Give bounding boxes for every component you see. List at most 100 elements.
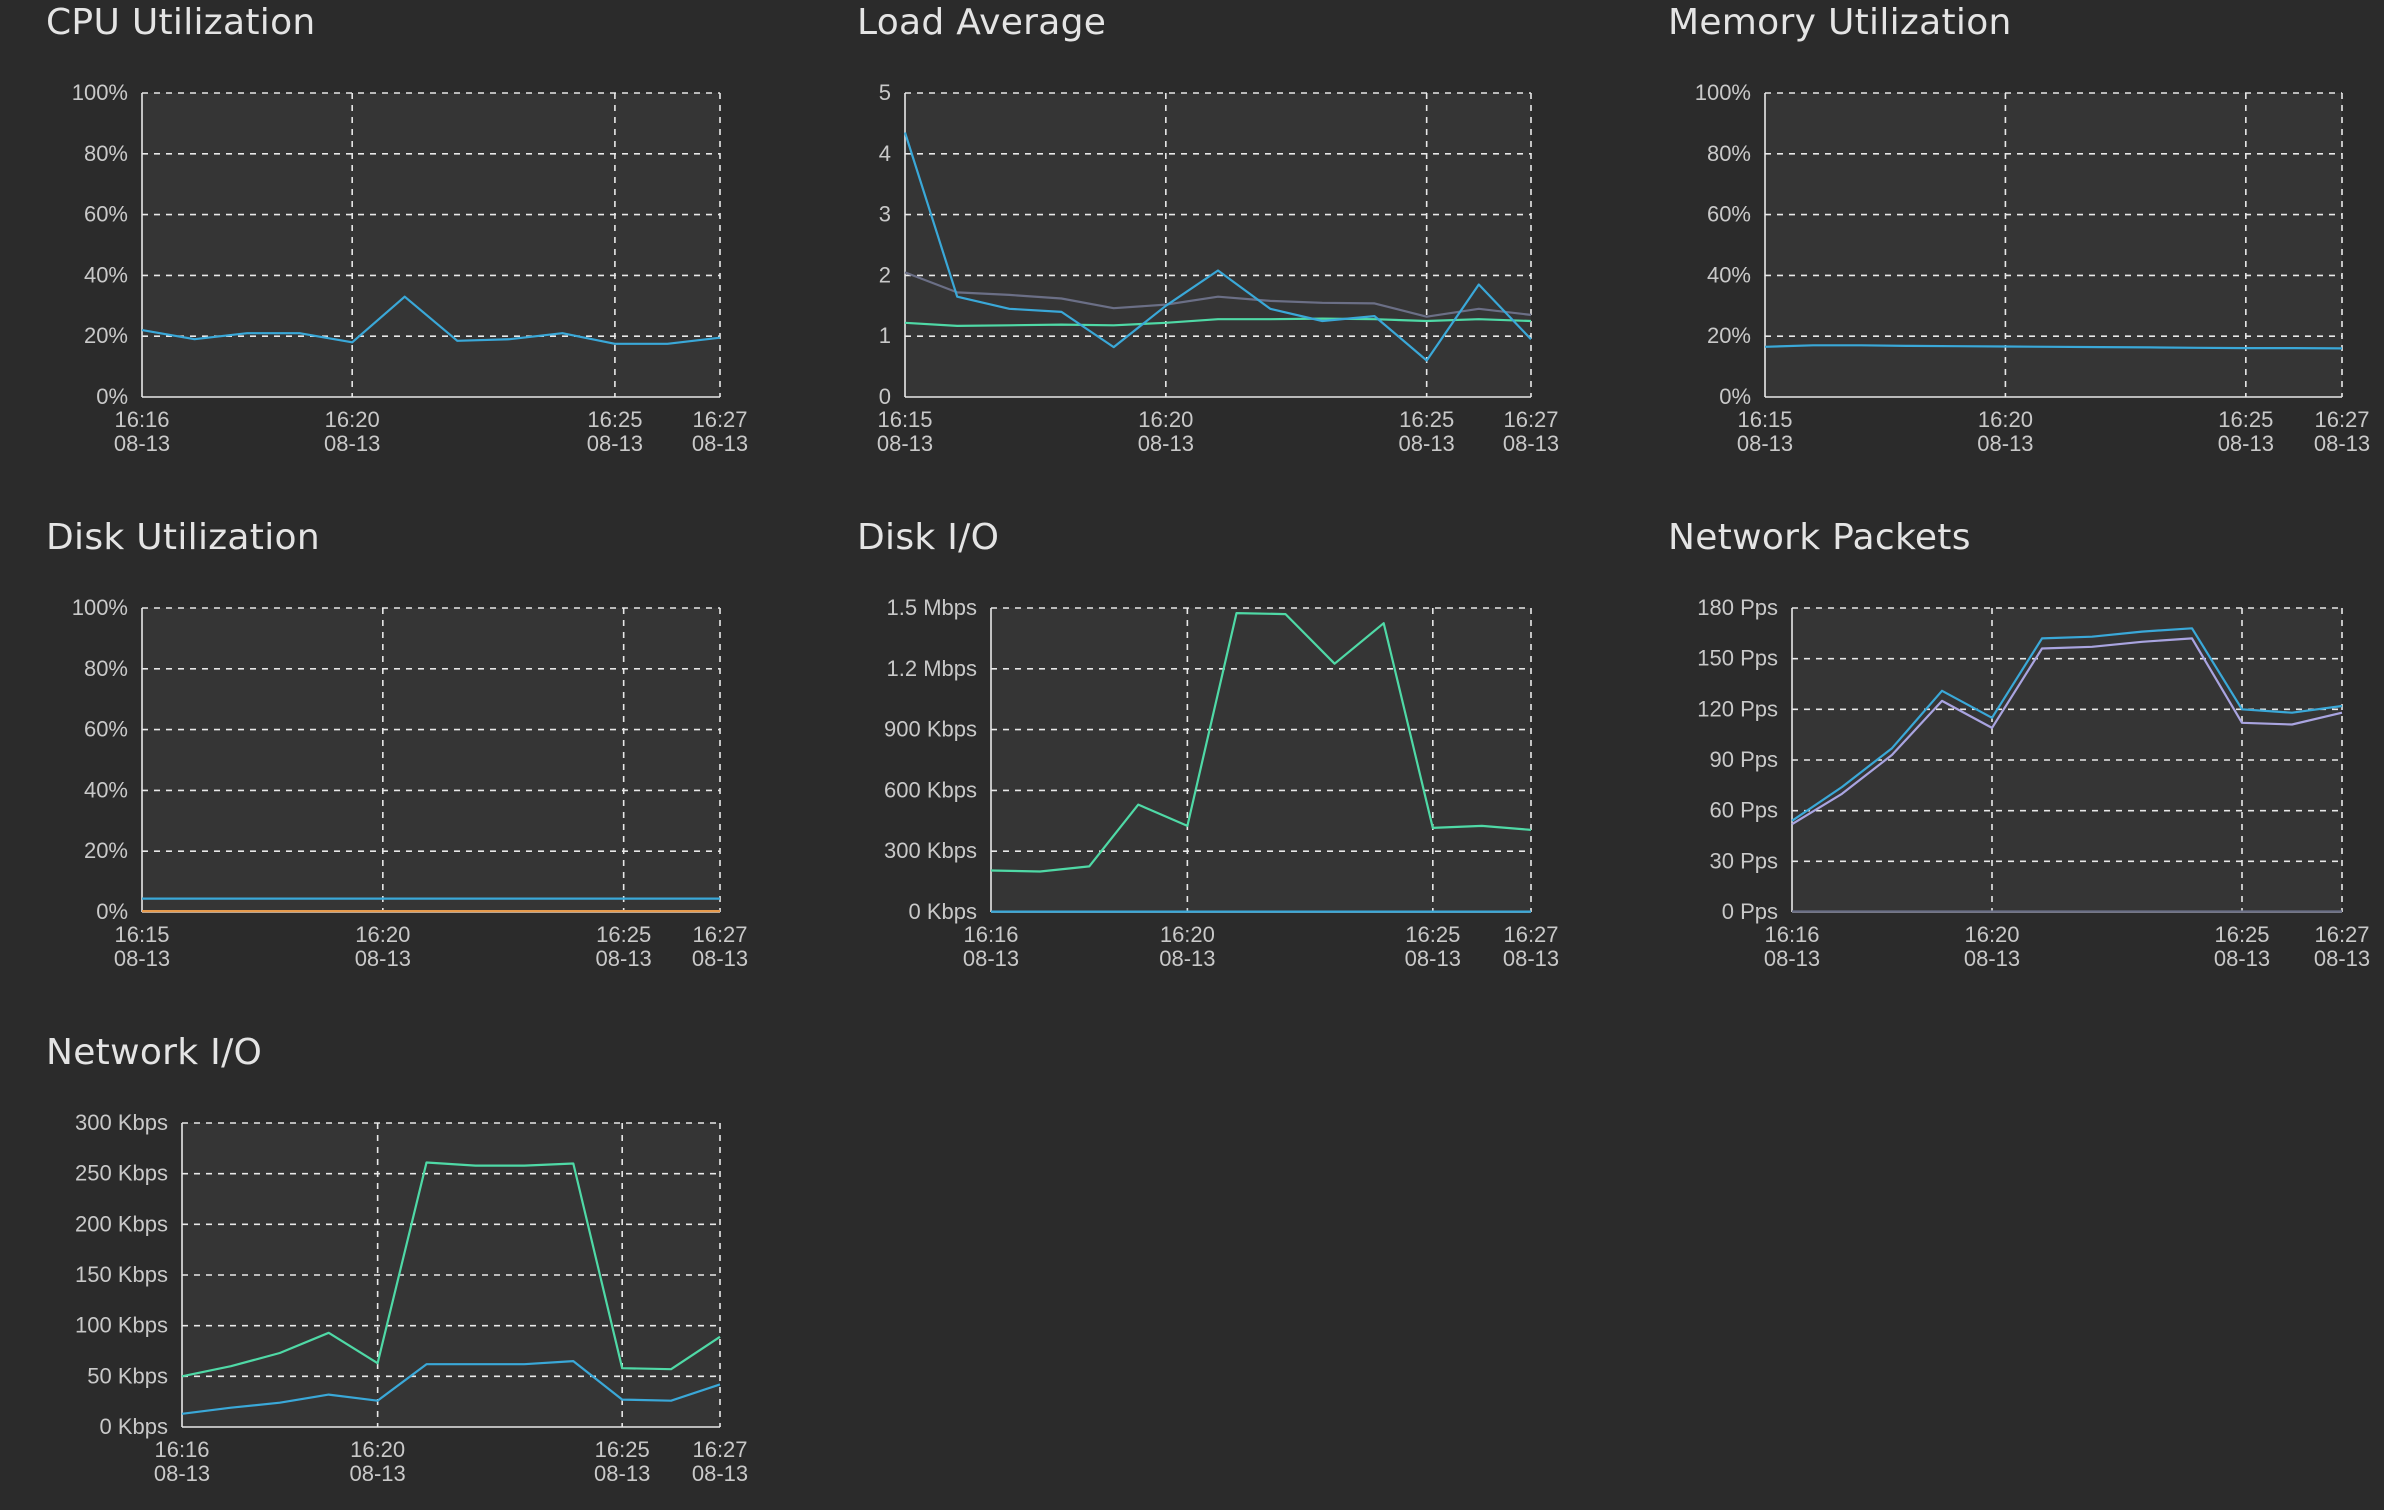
y-tick-label: 5 xyxy=(879,80,891,105)
x-tick-label: 16:20 xyxy=(355,922,410,947)
y-tick-label: 900 Kbps xyxy=(884,717,977,742)
network-io-chart: 0 Kbps 50 Kbps 100 Kbps 150 Kbps 200 Kbps 250… xyxy=(0,1030,800,1510)
x-tick-label: 16:27 xyxy=(692,407,747,432)
x-tick-label: 16:20 xyxy=(1138,407,1193,432)
y-tick-label: 150 Kbps xyxy=(75,1262,168,1287)
plot-area xyxy=(142,608,720,912)
memory-utilization-chart: 0%20%40%60%80%100%16:1508-1316:2008-1316… xyxy=(1622,0,2384,500)
x-tick-label: 16:25 xyxy=(2214,922,2269,947)
y-tick-label: 0% xyxy=(96,899,128,924)
x-tick-label: 08-13 xyxy=(1503,946,1559,971)
x-tick-label: 16:25 xyxy=(2218,407,2273,432)
disk-utilization-panel: Disk Utilization 0% 20% 40% 60% 80% 100% 16:15… xyxy=(0,515,800,1015)
y-tick-label: 100% xyxy=(72,80,128,105)
x-tick-label: 08-13 xyxy=(1405,946,1461,971)
y-tick-label: 180 Pps xyxy=(1697,595,1778,620)
y-tick-label: 150 Pps xyxy=(1697,646,1778,671)
plot-area xyxy=(142,93,720,397)
x-tick-label: 16:15 xyxy=(114,922,169,947)
x-tick-label: 16:27 xyxy=(2314,922,2369,947)
y-tick-label: 20% xyxy=(1707,323,1751,348)
y-tick-label: 60% xyxy=(84,717,128,742)
disk-utilization-chart: 0%20%40%60%80%100%16:1508-1316:2008-1316… xyxy=(0,515,800,1015)
x-tick-label: 16:27 xyxy=(1503,922,1558,947)
x-tick-label: 08-13 xyxy=(587,431,643,456)
y-tick-label: 60% xyxy=(84,202,128,227)
y-tick-label: 0% xyxy=(1719,384,1751,409)
x-tick-label: 08-13 xyxy=(1159,946,1215,971)
y-tick-label: 1.2 Mbps xyxy=(887,656,978,681)
y-tick-label: 60 Pps xyxy=(1710,798,1779,823)
plot-area xyxy=(1792,608,2342,912)
x-tick-label: 16:25 xyxy=(595,1437,650,1462)
y-tick-label: 40% xyxy=(84,262,128,287)
x-tick-label: 08-13 xyxy=(114,431,170,456)
x-tick-label: 16:15 xyxy=(877,407,932,432)
network-packets-panel: Network Packets 0 Pps 30 Pps 60 Pps 90 Pps 1… xyxy=(1622,515,2384,1015)
y-tick-label: 4 xyxy=(879,141,891,166)
x-tick-label: 16:16 xyxy=(963,922,1018,947)
y-tick-label: 200 Kbps xyxy=(75,1211,168,1236)
y-tick-label: 80% xyxy=(1707,141,1751,166)
x-tick-label: 08-13 xyxy=(2218,431,2274,456)
load-average-panel: Load Average 0 1 2 3 4 5 16:15 08-13 16:20 08-13 1… xyxy=(811,0,1611,500)
x-tick-label: 16:25 xyxy=(596,922,651,947)
x-tick-label: 08-13 xyxy=(324,431,380,456)
x-tick-label: 08-13 xyxy=(1964,946,2020,971)
y-tick-label: 50 Kbps xyxy=(87,1363,168,1388)
x-tick-label: 16:16 xyxy=(1764,922,1819,947)
y-tick-label: 20% xyxy=(84,838,128,863)
x-tick-label: 08-13 xyxy=(114,946,170,971)
x-tick-label: 08-13 xyxy=(2314,431,2370,456)
cpu-utilization-panel: CPU Utilization 0% 20% 40% 60% 80% 100% 16:16 0… xyxy=(0,0,800,500)
disk-io-panel: Disk I/O 0 Kbps 300 Kbps 600 Kbps 900 Kbps 1… xyxy=(811,515,1611,1015)
x-tick-label: 16:27 xyxy=(692,922,747,947)
x-tick-label: 16:25 xyxy=(1405,922,1460,947)
x-tick-label: 08-13 xyxy=(963,946,1019,971)
x-tick-label: 16:27 xyxy=(1503,407,1558,432)
plot-area xyxy=(991,608,1531,912)
x-tick-label: 08-13 xyxy=(349,1461,405,1486)
y-tick-label: 0% xyxy=(96,384,128,409)
y-tick-label: 80% xyxy=(84,656,128,681)
x-tick-label: 08-13 xyxy=(692,946,748,971)
y-tick-label: 0 xyxy=(879,384,891,409)
x-tick-label: 16:27 xyxy=(692,1437,747,1462)
x-tick-label: 16:25 xyxy=(587,407,642,432)
y-tick-label: 40% xyxy=(1707,262,1751,287)
y-tick-label: 80% xyxy=(84,141,128,166)
x-tick-label: 08-13 xyxy=(355,946,411,971)
x-tick-label: 16:16 xyxy=(114,407,169,432)
cpu-utilization-chart: 0%20%40%60%80%100%16:1608-1316:2008-1316… xyxy=(0,0,800,500)
y-tick-label: 100% xyxy=(72,595,128,620)
x-tick-label: 08-13 xyxy=(692,1461,748,1486)
x-tick-label: 16:20 xyxy=(1964,922,2019,947)
y-tick-label: 120 Pps xyxy=(1697,696,1778,721)
y-tick-label: 40% xyxy=(84,777,128,802)
x-tick-label: 08-13 xyxy=(1977,431,2033,456)
x-tick-label: 16:20 xyxy=(1978,407,2033,432)
y-tick-label: 250 Kbps xyxy=(75,1161,168,1186)
load-average-chart: 01234516:1508-1316:2008-1316:2508-1316:2… xyxy=(811,0,1611,500)
x-tick-label: 16:20 xyxy=(325,407,380,432)
plot-area xyxy=(905,93,1531,397)
y-tick-label: 20% xyxy=(84,323,128,348)
x-tick-label: 08-13 xyxy=(2214,946,2270,971)
y-tick-label: 30 Pps xyxy=(1710,848,1779,873)
x-tick-label: 16:27 xyxy=(2314,407,2369,432)
x-tick-label: 08-13 xyxy=(1503,431,1559,456)
x-tick-label: 16:16 xyxy=(154,1437,209,1462)
memory-utilization-panel: Memory Utilization 0% 20% 40% 60% 80% 100% 16:… xyxy=(1622,0,2384,500)
network-io-panel: Network I/O 0 Kbps 50 Kbps 100 Kbps 150 Kbp… xyxy=(0,1030,800,1510)
y-tick-label: 100% xyxy=(1695,80,1751,105)
x-tick-label: 08-13 xyxy=(1138,431,1194,456)
y-tick-label: 100 Kbps xyxy=(75,1313,168,1338)
x-tick-label: 16:15 xyxy=(1737,407,1792,432)
y-tick-label: 600 Kbps xyxy=(884,777,977,802)
x-tick-label: 08-13 xyxy=(692,431,748,456)
x-tick-label: 08-13 xyxy=(594,1461,650,1486)
x-tick-label: 08-13 xyxy=(1399,431,1455,456)
y-tick-label: 1.5 Mbps xyxy=(887,595,978,620)
y-tick-label: 0 Kbps xyxy=(100,1414,169,1439)
y-tick-label: 0 Kbps xyxy=(909,899,978,924)
